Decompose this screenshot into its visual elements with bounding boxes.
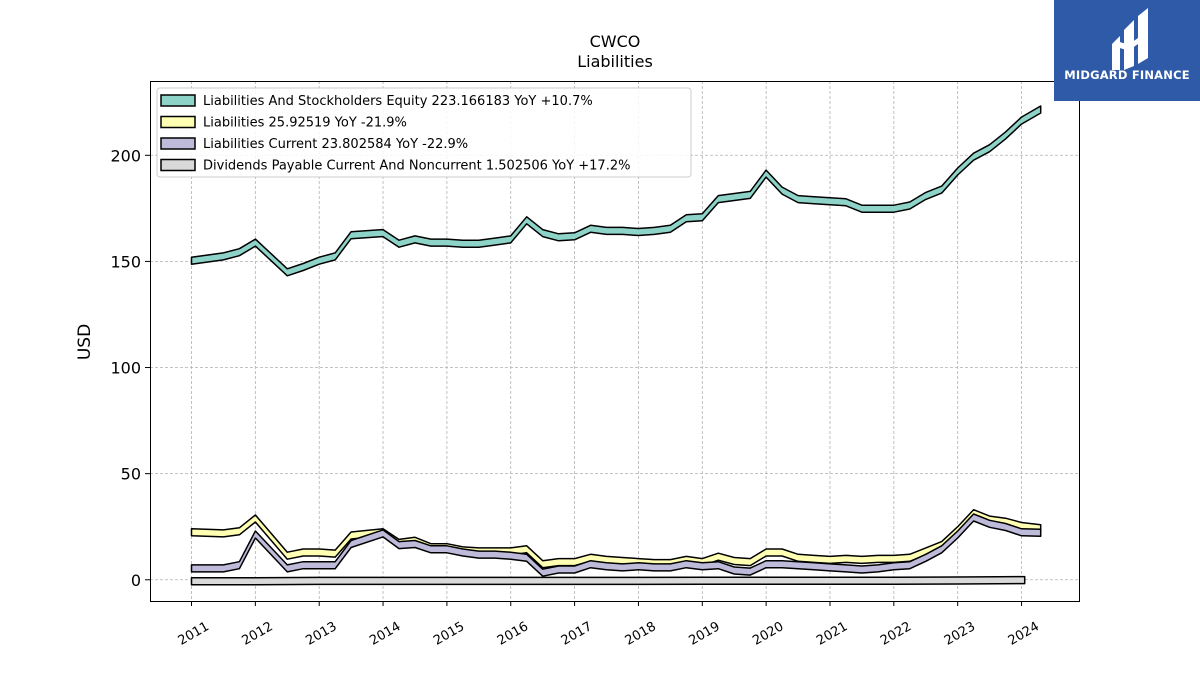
- legend-label: Liabilities And Stockholders Equity 223.…: [203, 94, 593, 109]
- y-tick-label: 50: [121, 465, 141, 484]
- x-tick-label: 2021: [814, 619, 850, 649]
- x-tick-label: 2020: [750, 619, 786, 649]
- legend-label: Liabilities 25.92519 YoY -21.9%: [203, 116, 407, 131]
- x-tick-label: 2024: [1006, 619, 1042, 649]
- x-tick-label: 2014: [367, 619, 403, 649]
- x-tick-label: 2012: [240, 619, 276, 649]
- y-tick-label: 0: [131, 571, 141, 590]
- legend-box: [156, 87, 692, 178]
- x-tick-label: 2011: [176, 619, 212, 649]
- y-tick-label: 200: [110, 146, 141, 165]
- y-tick-label: 150: [110, 252, 141, 271]
- legend-swatch: [160, 94, 196, 107]
- x-tick-label: 2016: [495, 619, 531, 649]
- series-layer: [190, 105, 1042, 586]
- legend-swatch: [160, 137, 196, 150]
- x-tick-label: 2023: [942, 619, 978, 649]
- x-tick-label: 2013: [303, 619, 339, 649]
- y-tick-label: 100: [110, 359, 141, 378]
- legend-swatch: [160, 115, 196, 129]
- brand-mark-icon: [1112, 8, 1148, 70]
- chart-title: CWCO: [590, 32, 641, 51]
- y-axis-label: USD: [75, 324, 95, 360]
- legend: Liabilities And Stockholders Equity 223.…: [156, 87, 692, 178]
- brand-name: MIDGARD FINANCE: [1064, 68, 1190, 82]
- x-tick-label: 2017: [559, 619, 595, 649]
- x-tick-label: 2022: [878, 619, 914, 649]
- chart-subtitle: Liabilities: [577, 52, 653, 71]
- legend-label: Liabilities Current 23.802584 YoY -22.9%: [203, 137, 468, 152]
- x-tick-label: 2018: [623, 619, 659, 649]
- axes: 0 50 100 150 200 2011 2012 2013 2014 2015 2016 2017…: [110, 146, 1041, 648]
- series-band-0: [190, 105, 1042, 277]
- x-tick-label: 2019: [686, 619, 722, 649]
- x-tick-label: 2015: [431, 619, 467, 649]
- plot-frame: [150, 81, 1080, 602]
- legend-swatch: [160, 158, 196, 172]
- series-band-2: [190, 513, 1042, 577]
- brand-logo: MIDGARD FINANCE: [1054, 0, 1200, 101]
- legend-label: Dividends Payable Current And Noncurrent…: [203, 159, 630, 174]
- series-band-3: [190, 575, 1026, 586]
